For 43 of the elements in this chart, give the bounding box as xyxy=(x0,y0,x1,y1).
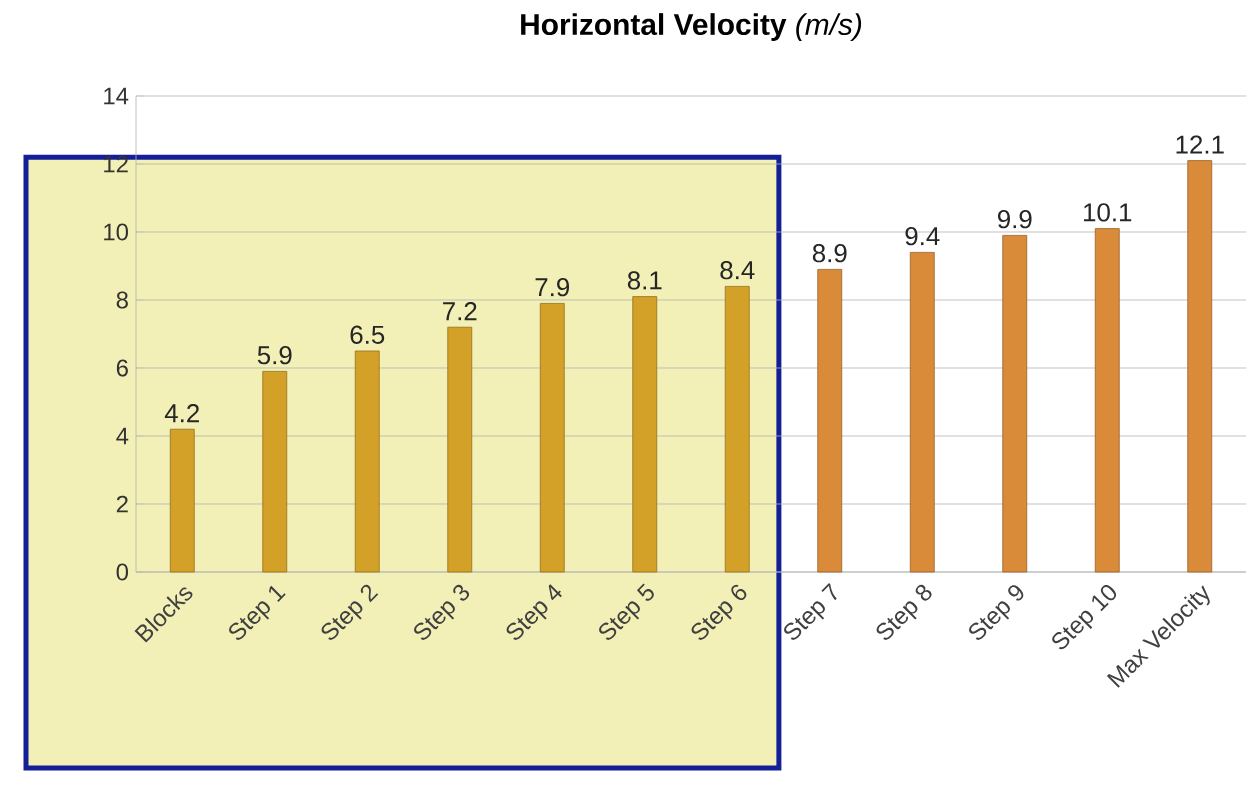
bar xyxy=(169,428,195,573)
y-tick-label: 8 xyxy=(116,291,128,309)
bar xyxy=(1094,228,1120,573)
x-tick-label: Step 10 xyxy=(1052,585,1117,650)
data-label: 8.9 xyxy=(812,244,847,263)
data-label: 10.1 xyxy=(1084,203,1132,222)
bar xyxy=(1002,234,1028,573)
bar xyxy=(724,285,750,573)
y-tick-label: 0 xyxy=(116,563,129,581)
x-tick-label: Step 9 xyxy=(969,585,1024,640)
data-label: 4.2 xyxy=(164,404,199,423)
bar xyxy=(354,350,380,573)
x-tick-label: Step 2 xyxy=(321,584,379,640)
data-label: 6.5 xyxy=(350,325,385,344)
y-tick-label: 4 xyxy=(116,427,129,445)
data-label: 7.2 xyxy=(443,302,477,321)
bar xyxy=(447,326,473,573)
chart-title: Horizontal Velocity (m/s) xyxy=(521,13,862,41)
x-tick-label: Step 5 xyxy=(599,583,654,640)
y-tick-label: 14 xyxy=(104,87,129,105)
bar xyxy=(539,303,565,573)
bar xyxy=(817,268,843,573)
y-tick-label: 12 xyxy=(104,155,128,173)
data-label: 7.9 xyxy=(535,278,570,297)
y-tick-label: 6 xyxy=(116,359,128,377)
bar xyxy=(909,251,935,573)
x-tick-label: Step 4 xyxy=(506,584,562,640)
data-label: 12.1 xyxy=(1176,135,1224,154)
bar xyxy=(1187,160,1213,573)
data-label: 8.4 xyxy=(720,261,755,280)
y-tick-label: 10 xyxy=(104,223,129,241)
x-tick-label: Step 3 xyxy=(414,584,470,640)
x-tick-label: Step 1 xyxy=(229,585,286,640)
bar xyxy=(262,371,288,573)
data-label: 5.9 xyxy=(257,346,292,365)
bar xyxy=(632,296,658,573)
x-tick-label: Step 6 xyxy=(691,584,747,640)
x-tick-label: Step 8 xyxy=(876,584,932,640)
data-label: 8.1 xyxy=(627,271,662,290)
data-label: 9.4 xyxy=(905,227,940,246)
x-tick-label: Step 7 xyxy=(784,582,837,640)
data-label: 9.9 xyxy=(997,210,1032,229)
y-tick-label: 2 xyxy=(116,495,128,513)
